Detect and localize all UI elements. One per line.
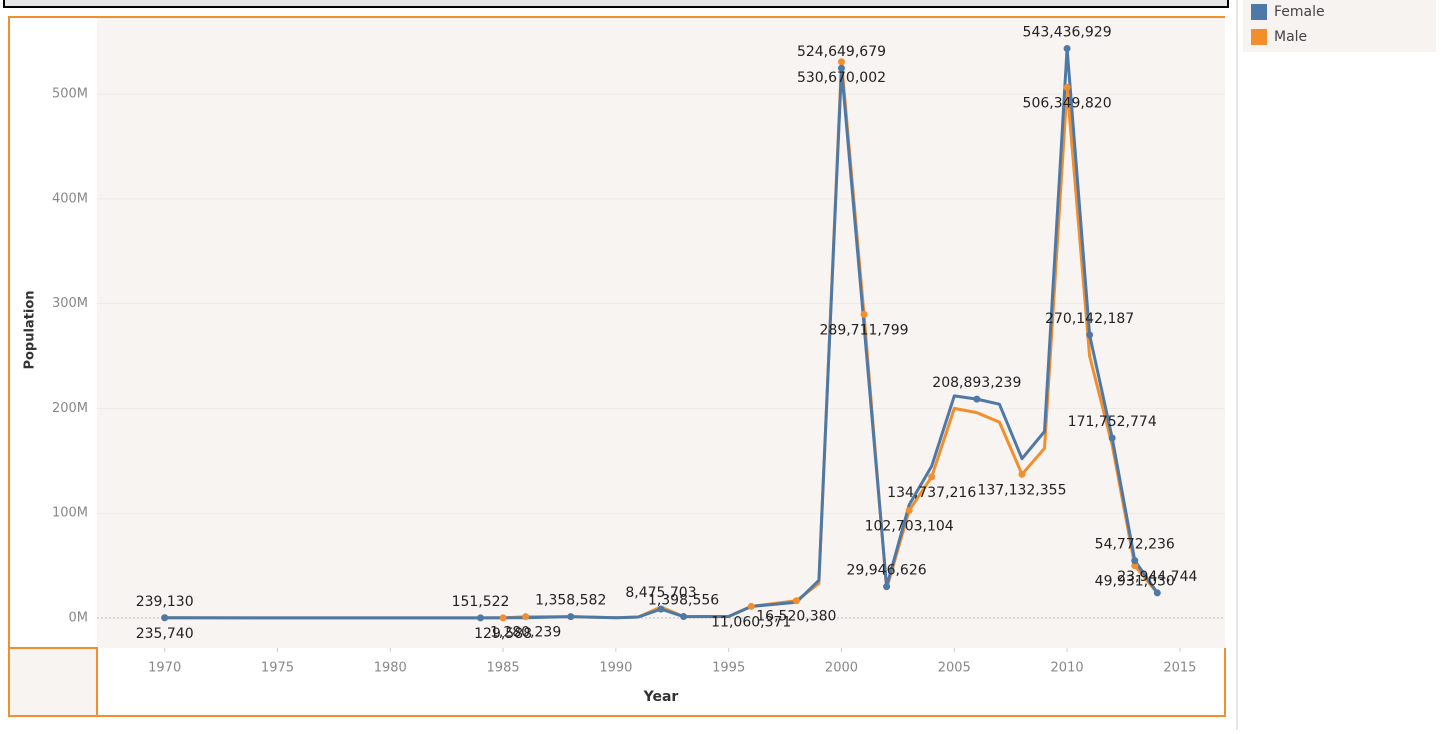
point xyxy=(1063,83,1071,91)
plot-area xyxy=(97,17,1225,648)
series-line xyxy=(164,47,1159,620)
point xyxy=(883,583,891,591)
data-label: 137,132,355 xyxy=(977,482,1066,498)
data-label: 1,358,582 xyxy=(535,593,606,609)
legend-box xyxy=(1243,0,1436,52)
x-tick-label: 2015 xyxy=(1163,661,1196,676)
point xyxy=(747,602,755,610)
data-label: 543,436,929 xyxy=(1023,25,1112,41)
x-tick-label: 2005 xyxy=(938,661,971,676)
point xyxy=(792,597,800,605)
point xyxy=(567,613,575,621)
data-label: 29,946,626 xyxy=(847,563,927,579)
y-axis-title: Population xyxy=(23,290,38,369)
y-tick-label: 200M xyxy=(52,401,88,416)
x-tick-label: 1995 xyxy=(712,661,745,676)
x-tick-label: 1985 xyxy=(487,661,520,676)
data-label: 16,520,380 xyxy=(756,609,836,625)
data-label: 235,740 xyxy=(136,626,194,642)
data-label: 49,931,030 xyxy=(1095,574,1175,590)
data-label: 506,349,820 xyxy=(1023,95,1112,111)
point xyxy=(499,614,507,622)
point xyxy=(1131,562,1139,570)
data-label: 270,142,187 xyxy=(1045,311,1134,327)
x-tick-label: 2000 xyxy=(825,661,858,676)
point xyxy=(1018,470,1026,478)
legend-swatch xyxy=(1251,4,1267,20)
x-tick-label: 1975 xyxy=(261,661,294,676)
data-label: 129,588 xyxy=(474,626,532,642)
data-label: 23,944,744 xyxy=(1117,569,1197,585)
point xyxy=(837,64,845,72)
data-label: 208,893,239 xyxy=(932,375,1021,391)
point xyxy=(973,395,981,403)
point xyxy=(657,605,665,613)
point xyxy=(905,506,913,514)
x-tick-label: 1980 xyxy=(374,661,407,676)
y-tick-label: 400M xyxy=(52,191,88,206)
y-tick-label: 500M xyxy=(52,87,88,102)
point xyxy=(1063,45,1071,53)
data-label: 171,752,774 xyxy=(1068,414,1157,430)
point xyxy=(1108,434,1116,442)
corner-cell xyxy=(9,648,97,716)
x-tick-label: 2010 xyxy=(1051,661,1084,676)
legend-label: Male xyxy=(1274,29,1307,45)
point xyxy=(860,310,868,318)
data-label: 524,649,679 xyxy=(797,44,886,60)
point xyxy=(928,473,936,481)
data-label: 1,398,556 xyxy=(648,593,719,609)
data-label: 530,670,002 xyxy=(797,70,886,86)
data-label: 102,703,104 xyxy=(865,518,954,534)
data-label: 289,711,799 xyxy=(820,322,909,338)
point xyxy=(680,613,688,621)
point xyxy=(1086,331,1094,339)
point xyxy=(1153,589,1161,597)
title-bar xyxy=(3,0,1229,8)
point xyxy=(1131,557,1139,565)
x-tick-label: 1990 xyxy=(599,661,632,676)
data-label: 1,280,239 xyxy=(490,625,561,641)
data-label: 11,060,371 xyxy=(711,614,791,630)
point xyxy=(522,613,530,621)
y-tick-label: 0M xyxy=(69,611,89,626)
legend-label: Female xyxy=(1274,4,1325,20)
y-tick-label: 300M xyxy=(52,296,88,311)
point xyxy=(161,614,169,622)
data-label: 239,130 xyxy=(136,594,194,610)
selection-frame xyxy=(8,16,1226,717)
x-axis-title: Year xyxy=(643,689,679,705)
x-tick-label: 1970 xyxy=(148,661,181,676)
point xyxy=(837,58,845,66)
data-label: 8,475,703 xyxy=(625,585,696,601)
point xyxy=(477,614,485,622)
data-label: 134,737,216 xyxy=(887,485,976,501)
data-label: 151,522 xyxy=(452,594,510,610)
data-label: 54,772,236 xyxy=(1095,537,1175,553)
legend-swatch xyxy=(1251,29,1267,45)
y-tick-label: 100M xyxy=(52,506,88,521)
